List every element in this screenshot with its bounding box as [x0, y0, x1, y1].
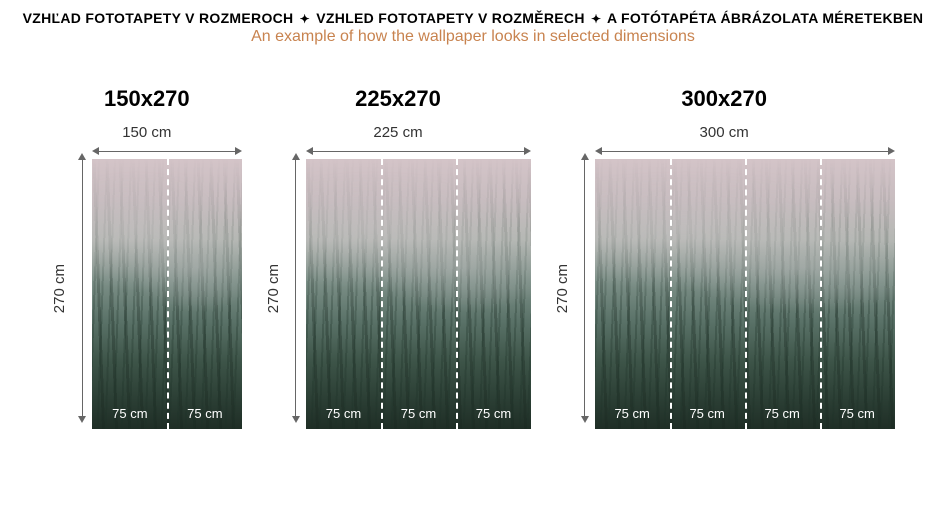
panel-width-label: 75 cm [752, 406, 812, 421]
sample-title: 225x270 [355, 86, 441, 112]
arrow-left-icon [92, 147, 99, 155]
width-label: 300 cm [700, 124, 749, 141]
image-wrapper: 75 cm 75 cm 75 cm [306, 147, 531, 429]
wallpaper-preview: 75 cm 75 cm 75 cm 75 cm [595, 159, 895, 429]
sparkle-icon: ✦ [591, 12, 601, 26]
height-label: 270 cm [51, 264, 68, 313]
arrow-line [602, 151, 888, 152]
arrow-left-icon [595, 147, 602, 155]
arrow-line [99, 151, 235, 152]
panel-width-label: 75 cm [388, 406, 448, 421]
arrow-right-icon [888, 147, 895, 155]
arrow-line [313, 151, 524, 152]
sample-225x270: 225x270 225 cm 270 cm 75 cm 75 cm 75 cm [265, 86, 531, 429]
wallpaper-preview: 75 cm 75 cm [92, 159, 242, 429]
arrow-up-icon [581, 153, 589, 160]
arrow-left-icon [306, 147, 313, 155]
image-wrapper: 75 cm 75 cm [92, 147, 242, 429]
arrow-down-icon [78, 416, 86, 423]
diagram: 270 cm 75 cm 75 cm 75 cm 75 cm [554, 147, 895, 429]
panel-width-label: 75 cm [677, 406, 737, 421]
arrow-line [584, 160, 585, 416]
image-wrapper: 75 cm 75 cm 75 cm 75 cm [595, 147, 895, 429]
arrow-line [295, 160, 296, 416]
panel-divider [456, 159, 458, 429]
width-label: 225 cm [373, 124, 422, 141]
sample-title: 150x270 [104, 86, 190, 112]
arrow-right-icon [524, 147, 531, 155]
arrow-down-icon [292, 416, 300, 423]
height-arrow [581, 153, 589, 423]
header-lang-sk: VZHĽAD FOTOTAPETY V ROZMEROCH [23, 10, 294, 26]
height-arrow [78, 153, 86, 423]
header: VZHĽAD FOTOTAPETY V ROZMEROCH ✦ VZHLED F… [20, 10, 926, 46]
panel-width-label: 75 cm [100, 406, 160, 421]
panel-divider [745, 159, 747, 429]
panel-divider [381, 159, 383, 429]
width-arrow [306, 147, 531, 155]
panel-width-label: 75 cm [313, 406, 373, 421]
header-multilang: VZHĽAD FOTOTAPETY V ROZMEROCH ✦ VZHLED F… [20, 10, 926, 26]
diagram: 270 cm 75 cm 75 cm [51, 147, 242, 429]
width-arrow [92, 147, 242, 155]
arrow-up-icon [292, 153, 300, 160]
panel-width-label: 75 cm [827, 406, 887, 421]
panel-divider [820, 159, 822, 429]
arrow-right-icon [235, 147, 242, 155]
sample-title: 300x270 [681, 86, 767, 112]
samples-row: 150x270 150 cm 270 cm 75 cm 75 cm [20, 86, 926, 429]
height-arrow [292, 153, 300, 423]
sample-300x270: 300x270 300 cm 270 cm 75 cm75 cm75 cm75 … [554, 86, 895, 429]
header-subtitle: An example of how the wallpaper looks in… [20, 28, 926, 46]
wallpaper-preview: 75 cm 75 cm 75 cm [306, 159, 531, 429]
width-label: 150 cm [122, 124, 171, 141]
width-arrow [595, 147, 895, 155]
height-label: 270 cm [554, 264, 571, 313]
panel-width-label: 75 cm [463, 406, 523, 421]
diagram: 270 cm 75 cm 75 cm 75 cm [265, 147, 531, 429]
header-lang-hu: A FOTÓTAPÉTA ÁBRÁZOLATA MÉRETEKBEN [607, 10, 923, 26]
panel-width-label: 75 cm [602, 406, 662, 421]
height-label: 270 cm [265, 264, 282, 313]
header-lang-cz: VZHLED FOTOTAPETY V ROZMĚRECH [316, 10, 585, 26]
arrow-line [82, 160, 83, 416]
arrow-up-icon [78, 153, 86, 160]
sparkle-icon: ✦ [300, 12, 310, 26]
sample-150x270: 150x270 150 cm 270 cm 75 cm 75 cm [51, 86, 242, 429]
arrow-down-icon [581, 416, 589, 423]
panel-width-label: 75 cm [175, 406, 235, 421]
panel-divider [670, 159, 672, 429]
panel-divider [167, 159, 169, 429]
forest-texture [306, 159, 531, 429]
